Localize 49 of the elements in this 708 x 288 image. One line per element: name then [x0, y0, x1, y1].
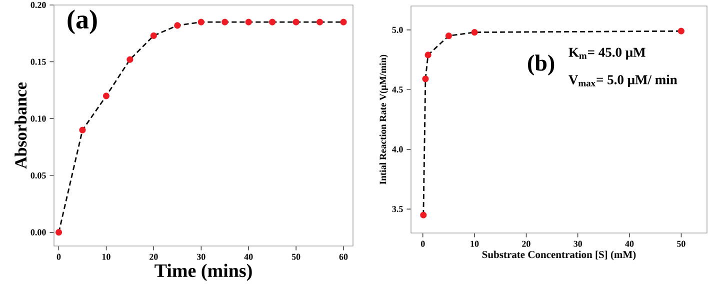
y-axis-title: Absorbance	[14, 82, 27, 169]
x-tick-label: 10	[470, 240, 479, 247]
y-tick-label: 4.5	[392, 86, 403, 93]
x-tick-label: 50	[677, 240, 686, 247]
x-tick-label: 0	[56, 254, 61, 260]
point	[198, 18, 204, 26]
x-axis-title: Time (mins)	[154, 264, 252, 281]
point	[102, 92, 110, 100]
annotation: K$_{m}$= 45.0 μM	[568, 48, 646, 60]
x-tick-label: 30	[196, 254, 206, 260]
point	[126, 56, 134, 63]
point	[269, 18, 276, 26]
y-tick-label: 0.10	[30, 116, 46, 122]
point	[55, 229, 62, 236]
y-tick-label: 0.15	[30, 58, 46, 65]
x-tick-label: 0	[420, 240, 425, 247]
annotation: (a)	[68, 10, 97, 34]
point	[79, 126, 86, 134]
y-tick-label: 0.05	[30, 172, 46, 179]
x-axis-title: Substrate Concentration [S] (mM)	[482, 250, 636, 260]
point	[340, 18, 347, 26]
x-tick-label: 40	[244, 254, 253, 260]
x-tick-label: 60	[339, 254, 348, 260]
point	[316, 18, 324, 26]
point	[445, 32, 452, 40]
x-tick-label: 20	[150, 254, 158, 260]
x-tick-label: 30	[574, 240, 582, 247]
point	[424, 52, 432, 58]
point	[174, 22, 181, 29]
annotation: V$_{max}$= 5.0 μM/ min	[568, 74, 678, 88]
x-tick-label: 40	[625, 240, 634, 247]
y-tick-label: 4.0	[392, 146, 403, 152]
y-tick-label: 3.5	[392, 206, 403, 212]
point	[471, 28, 478, 36]
y-tick-label: 5.0	[392, 26, 403, 33]
x-tick-label: 50	[292, 254, 300, 260]
y-tick-label: 0.00	[30, 229, 46, 236]
y-tick-label: 0.20	[30, 2, 46, 8]
y-axis-title: Intial Reaction Rate V(μM/min)	[379, 54, 388, 184]
point	[420, 212, 427, 218]
annotation: (b)	[528, 54, 554, 76]
x-tick-label: 10	[102, 254, 110, 260]
point	[245, 18, 252, 26]
point	[422, 76, 429, 82]
x-tick-label: 20	[522, 240, 530, 247]
point	[678, 28, 684, 34]
point	[292, 18, 300, 26]
point	[222, 18, 228, 26]
point	[150, 32, 157, 39]
